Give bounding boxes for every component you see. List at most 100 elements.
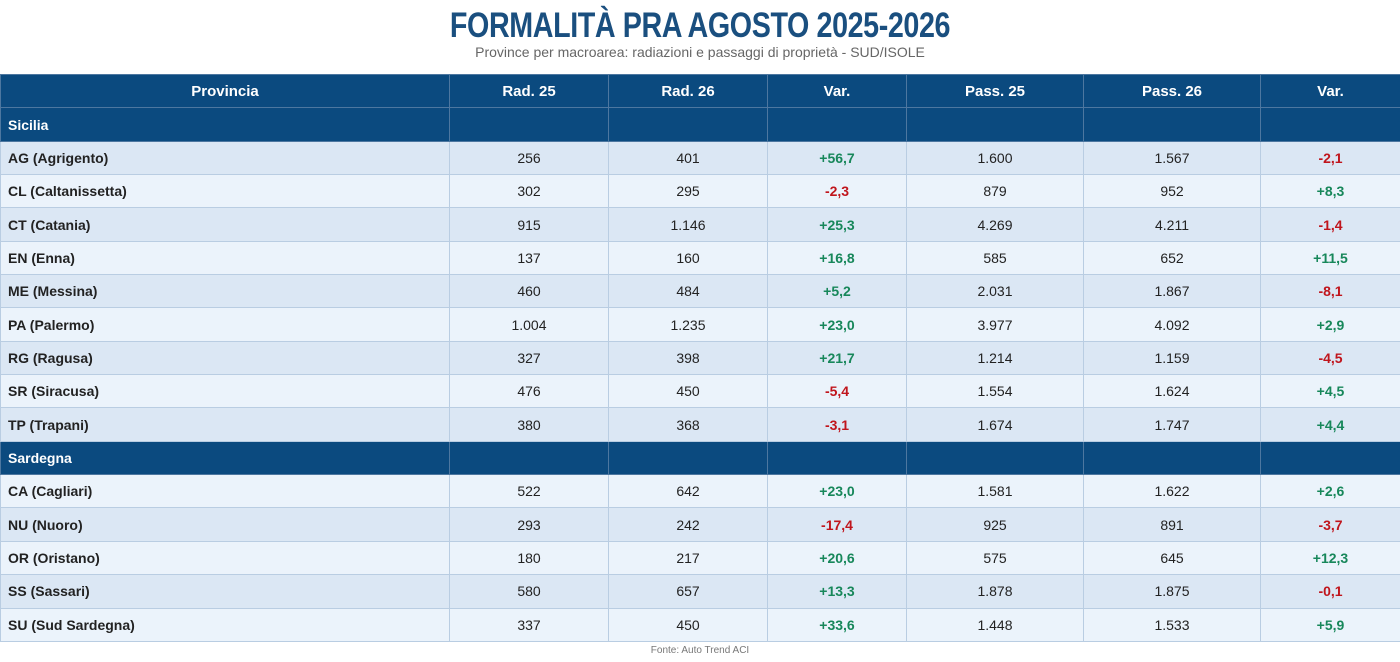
cell: +16,8 xyxy=(767,240,907,276)
group-row: Sicilia xyxy=(0,107,1400,142)
group-cell xyxy=(906,440,1084,476)
province-name: NU (Nuoro) xyxy=(0,507,450,542)
column-header: Provincia xyxy=(0,73,450,109)
cell: 256 xyxy=(449,140,609,176)
province-name: SS (Sassari) xyxy=(0,574,450,609)
cell: 4.211 xyxy=(1083,207,1261,242)
cell: 401 xyxy=(608,140,768,176)
cell: 1.878 xyxy=(906,574,1084,609)
data-row: SR (Siracusa) 476 450 -5,4 1.554 1.624 +4,5 xyxy=(0,374,1400,409)
cell: 380 xyxy=(449,407,609,442)
data-table: Provincia Rad. 25 Rad. 26 Var. Pass. 25 Pass.… xyxy=(0,73,1400,642)
cell: 4.092 xyxy=(1083,307,1261,342)
cell: 575 xyxy=(906,540,1084,576)
cell: 137 xyxy=(449,240,609,276)
title: FORMALITÀ PRA AGOSTO 2025-2026 xyxy=(449,6,951,45)
cell: 1.600 xyxy=(906,140,1084,176)
cell: 327 xyxy=(449,340,609,376)
group-cell xyxy=(1260,107,1400,142)
header-row: Provincia Rad. 25 Rad. 26 Var. Pass. 25 Pass.… xyxy=(0,73,1400,109)
cell: 1.624 xyxy=(1083,374,1261,409)
cell: 242 xyxy=(608,507,768,542)
cell: +13,3 xyxy=(767,574,907,609)
cell: 657 xyxy=(608,574,768,609)
cell: 1.581 xyxy=(906,474,1084,509)
province-name: SR (Siracusa) xyxy=(0,374,450,409)
cell: 1.875 xyxy=(1083,574,1261,609)
cell: 580 xyxy=(449,574,609,609)
cell: +8,3 xyxy=(1260,174,1400,209)
cell: 1.214 xyxy=(906,340,1084,376)
cell: 585 xyxy=(906,240,1084,276)
cell: 652 xyxy=(1083,240,1261,276)
cell: +25,3 xyxy=(767,207,907,242)
data-row: CA (Cagliari) 522 642 +23,0 1.581 1.622 +2,6 xyxy=(0,474,1400,509)
group-cell xyxy=(767,107,907,142)
column-header: Rad. 25 xyxy=(449,73,609,109)
subtitle: Province per macroarea: radiazioni e pas… xyxy=(475,44,925,60)
province-name: AG (Agrigento) xyxy=(0,140,450,176)
column-header: Rad. 26 xyxy=(608,73,768,109)
cell: 642 xyxy=(608,474,768,509)
data-row: RG (Ragusa) 327 398 +21,7 1.214 1.159 -4,5 xyxy=(0,340,1400,376)
cell: -2,3 xyxy=(767,174,907,209)
data-row: CT (Catania) 915 1.146 +25,3 4.269 4.211 -1,4 xyxy=(0,207,1400,242)
cell: 460 xyxy=(449,274,609,309)
cell: 1.554 xyxy=(906,374,1084,409)
data-row: NU (Nuoro) 293 242 -17,4 925 891 -3,7 xyxy=(0,507,1400,542)
cell: 1.533 xyxy=(1083,607,1261,642)
group-cell xyxy=(906,107,1084,142)
cell: 1.004 xyxy=(449,307,609,342)
cell: 1.448 xyxy=(906,607,1084,642)
cell: +5,2 xyxy=(767,274,907,309)
group-row: Sardegna xyxy=(0,440,1400,476)
group-cell xyxy=(1260,440,1400,476)
cell: -1,4 xyxy=(1260,207,1400,242)
cell: 879 xyxy=(906,174,1084,209)
cell: +12,3 xyxy=(1260,540,1400,576)
column-header: Var. xyxy=(767,73,907,109)
cell: 1.674 xyxy=(906,407,1084,442)
cell: +11,5 xyxy=(1260,240,1400,276)
province-name: CL (Caltanissetta) xyxy=(0,174,450,209)
cell: 450 xyxy=(608,374,768,409)
cell: 1.867 xyxy=(1083,274,1261,309)
province-name: EN (Enna) xyxy=(0,240,450,276)
cell: 1.146 xyxy=(608,207,768,242)
province-name: CA (Cagliari) xyxy=(0,474,450,509)
data-row: SS (Sassari) 580 657 +13,3 1.878 1.875 -0,1 xyxy=(0,574,1400,609)
cell: 2.031 xyxy=(906,274,1084,309)
data-row: TP (Trapani) 380 368 -3,1 1.674 1.747 +4,4 xyxy=(0,407,1400,442)
cell: 3.977 xyxy=(906,307,1084,342)
cell: 522 xyxy=(449,474,609,509)
cell: 302 xyxy=(449,174,609,209)
data-row: CL (Caltanissetta) 302 295 -2,3 879 952 +8,3 xyxy=(0,174,1400,209)
cell: +4,4 xyxy=(1260,407,1400,442)
cell: 1.235 xyxy=(608,307,768,342)
cell: +2,6 xyxy=(1260,474,1400,509)
data-row: EN (Enna) 137 160 +16,8 585 652 +11,5 xyxy=(0,240,1400,276)
cell: +5,9 xyxy=(1260,607,1400,642)
data-row: SU (Sud Sardegna) 337 450 +33,6 1.448 1.533 +5… xyxy=(0,607,1400,642)
group-name: Sicilia xyxy=(0,107,450,142)
province-name: OR (Oristano) xyxy=(0,540,450,576)
group-cell xyxy=(608,440,768,476)
cell: +21,7 xyxy=(767,340,907,376)
cell: 476 xyxy=(449,374,609,409)
cell: 293 xyxy=(449,507,609,542)
data-row: PA (Palermo) 1.004 1.235 +23,0 3.977 4.092 +2,… xyxy=(0,307,1400,342)
province-name: SU (Sud Sardegna) xyxy=(0,607,450,642)
province-name: PA (Palermo) xyxy=(0,307,450,342)
cell: 295 xyxy=(608,174,768,209)
cell: 915 xyxy=(449,207,609,242)
data-row: OR (Oristano) 180 217 +20,6 575 645 +12,3 xyxy=(0,540,1400,576)
group-cell xyxy=(1083,440,1261,476)
cell: 337 xyxy=(449,607,609,642)
group-cell xyxy=(1083,107,1261,142)
source-note: Fonte: Auto Trend ACI xyxy=(650,645,750,656)
cell: -3,7 xyxy=(1260,507,1400,542)
group-cell xyxy=(608,107,768,142)
data-row: AG (Agrigento) 256 401 +56,7 1.600 1.567 -2,1 xyxy=(0,140,1400,176)
cell: 1.622 xyxy=(1083,474,1261,509)
cell: 1.159 xyxy=(1083,340,1261,376)
